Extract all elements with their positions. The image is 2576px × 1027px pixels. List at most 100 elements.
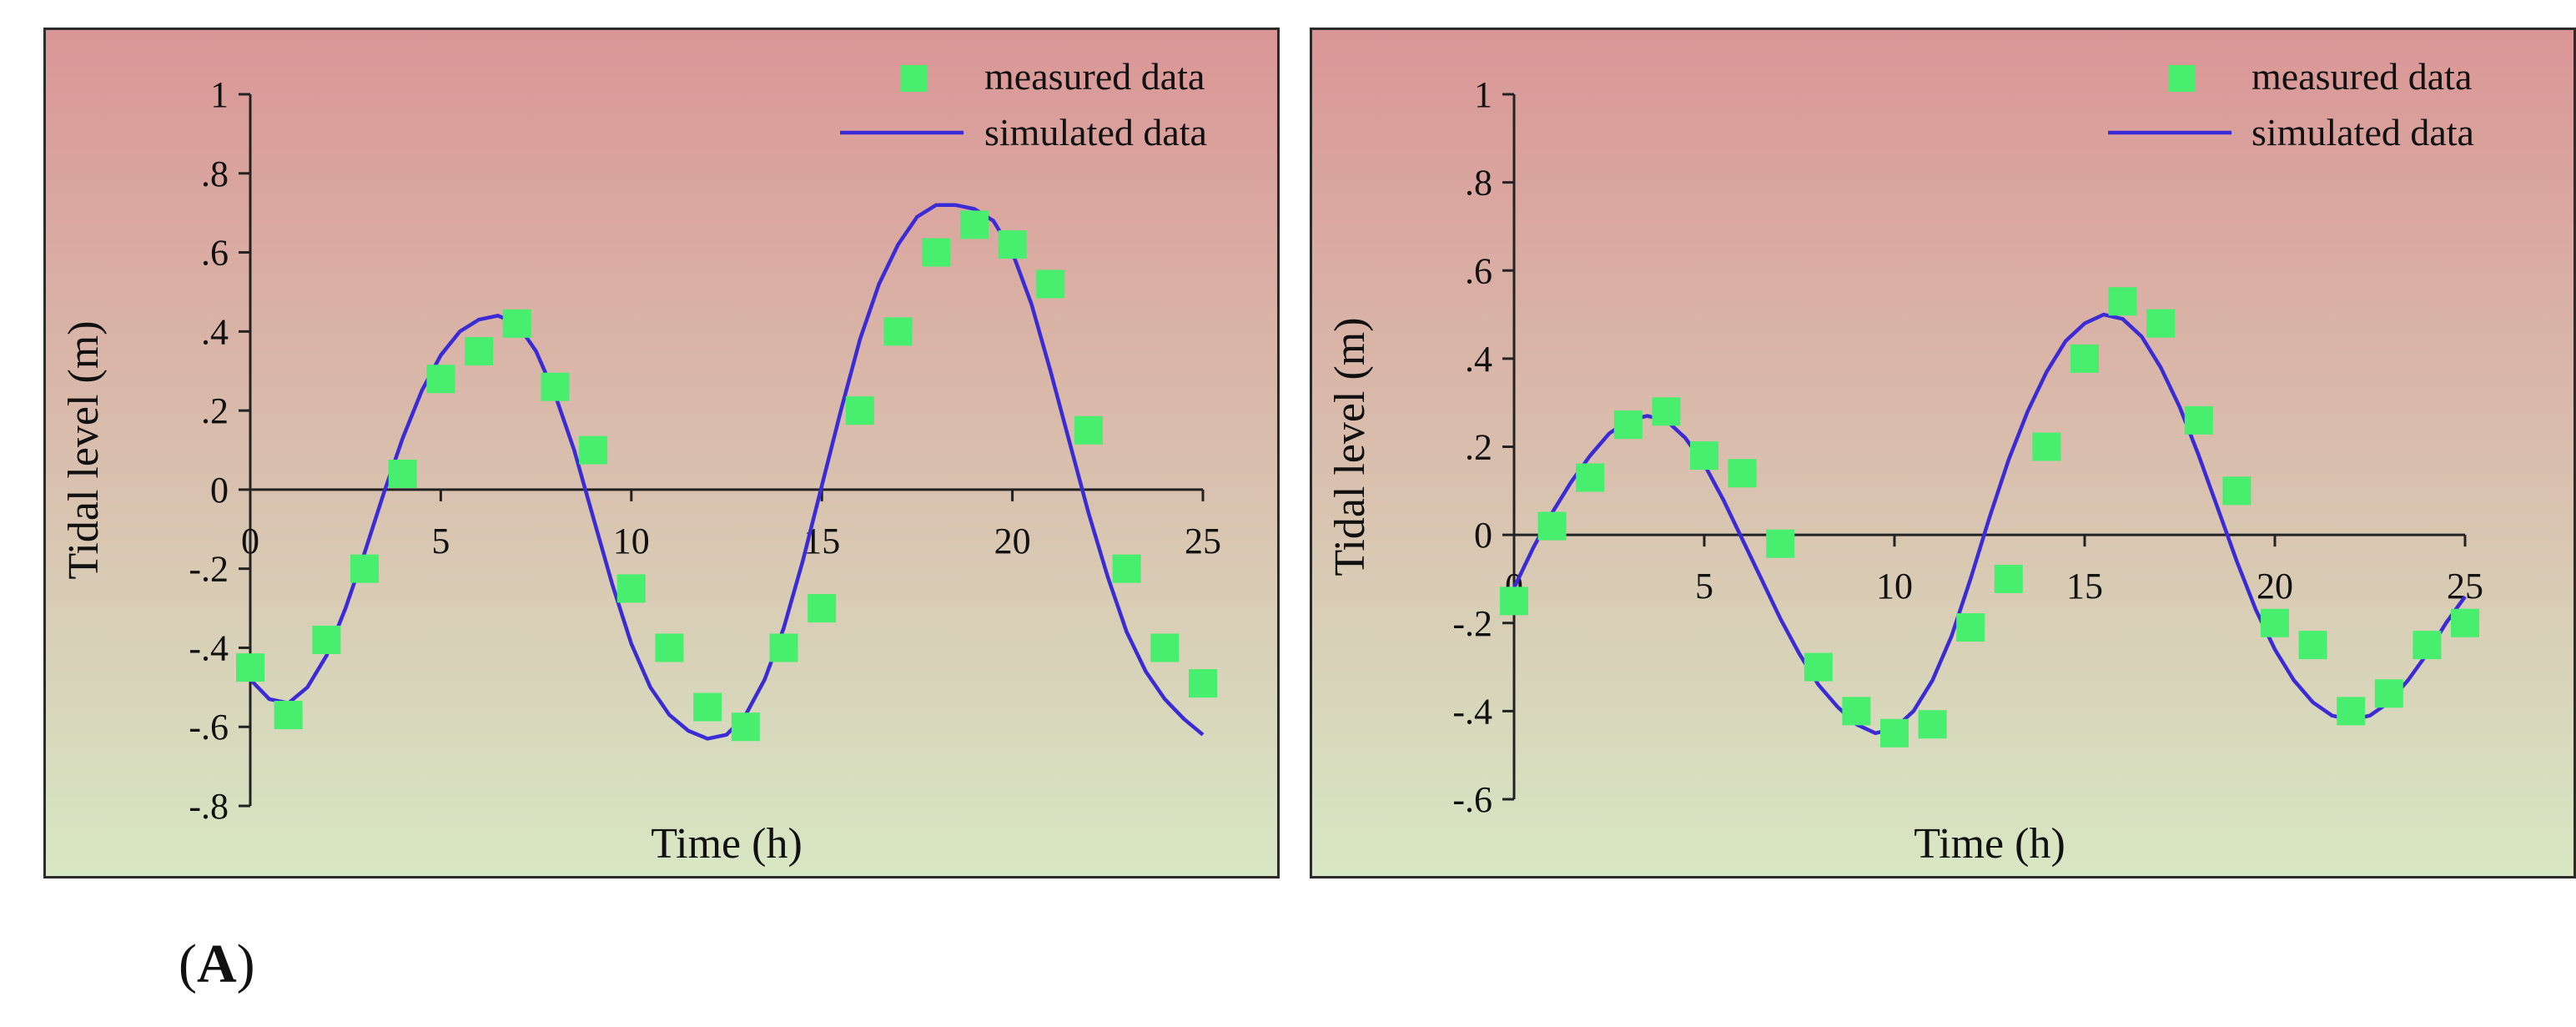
legend-label-measured: measured data — [2251, 55, 2472, 98]
measured-data-point — [1918, 710, 1947, 739]
measured-data-point — [616, 574, 646, 603]
y-tick-label: .2 — [201, 390, 229, 431]
x-tick-label: 0 — [241, 521, 259, 561]
simulated-data-line — [1512, 312, 2467, 736]
y-tick-label: .6 — [1465, 250, 1492, 291]
measured-data-point — [274, 701, 303, 730]
simulated-data-line — [249, 203, 1205, 741]
legend-label-measured: measured data — [984, 55, 1205, 98]
measured-data-point — [1500, 586, 1528, 616]
measured-data-point — [1074, 415, 1103, 445]
measured-data-point — [579, 435, 608, 465]
measured-data-point — [1189, 669, 1217, 698]
measured-data-point — [1994, 564, 2023, 593]
x-axis-title: Time (h) — [651, 820, 802, 868]
measured-data-point — [465, 337, 494, 366]
y-tick-label: -.6 — [1452, 779, 1492, 820]
measured-data-point — [731, 712, 760, 742]
chart-background — [46, 30, 1277, 876]
measured-data-point — [769, 633, 798, 662]
y-tick-label: 1 — [1474, 74, 1492, 115]
y-tick-label: -.2 — [189, 549, 229, 590]
figure-label: (A) — [179, 934, 255, 994]
y-tick-label: .4 — [201, 311, 229, 352]
measured-data-point — [1576, 463, 1605, 492]
x-tick-label: 20 — [994, 521, 1031, 561]
measured-data-point — [1956, 613, 1985, 642]
x-tick-label: 25 — [1185, 521, 1221, 561]
legend-label-simulated: simulated data — [2251, 111, 2474, 154]
x-tick-label: 10 — [613, 521, 650, 561]
y-tick-label: .6 — [201, 233, 229, 274]
legend-label-simulated: simulated data — [984, 111, 1207, 154]
y-axis-title: Tidal level (m) — [60, 320, 108, 579]
measured-data-point — [2374, 679, 2403, 708]
measured-data-point — [1537, 511, 1567, 541]
measured-data-point — [1842, 697, 1871, 726]
x-tick-label: 15 — [2066, 566, 2103, 607]
x-tick-label: 20 — [2257, 566, 2293, 607]
measured-data-point — [1613, 410, 1643, 440]
measured-data-point — [350, 554, 380, 583]
chart-panel-left: 1.8.6.4.2 0 -.2 -.4 -.6 -.8 0 5 10 15 20 25 Time (h)… — [43, 28, 1280, 878]
measured-data-point — [1112, 554, 1141, 583]
measured-data-point — [1652, 397, 1681, 426]
x-axis-title: Time (h) — [1914, 820, 2065, 868]
measured-data-point — [1690, 441, 1718, 471]
y-tick-label: -.6 — [189, 707, 229, 748]
y-tick-label: -.4 — [1452, 691, 1492, 732]
measured-data-point — [693, 692, 722, 722]
measured-data-point — [502, 309, 531, 338]
y-tick-label: -.4 — [189, 627, 229, 668]
measured-data-point — [808, 594, 837, 623]
x-tick-label: 5 — [431, 521, 450, 561]
measured-data-point — [1728, 459, 1757, 488]
measured-data-point — [2298, 631, 2327, 660]
measured-data-point — [998, 230, 1027, 259]
measured-data-point — [655, 633, 684, 662]
measured-data-point — [2261, 608, 2289, 637]
measured-data-point — [2222, 476, 2251, 506]
measured-data-point — [2032, 432, 2061, 461]
measured-data-point — [541, 372, 570, 401]
y-tick-label: .8 — [201, 154, 229, 194]
x-tick-label: 10 — [1876, 566, 1913, 607]
measured-data-point — [1150, 633, 1180, 662]
measured-data-point — [2070, 344, 2099, 373]
legend-marker — [900, 65, 927, 92]
measured-data-point — [2184, 405, 2213, 435]
measured-data-point — [1880, 718, 1909, 748]
measured-data-point — [2337, 697, 2366, 726]
measured-data-point — [922, 238, 951, 267]
y-tick-label: .8 — [1465, 163, 1492, 204]
chart-panel-right: 1.8.6.4.2 0 -.2 -.4 -.6 0 5 10 15 20 25 Time (h) Tid… — [1310, 28, 2576, 878]
measured-data-point — [388, 459, 417, 488]
y-tick-label: .2 — [1465, 427, 1492, 468]
measured-data-point — [2412, 631, 2442, 660]
chart-background — [1312, 30, 2573, 876]
measured-data-point — [2451, 608, 2479, 637]
y-tick-label: .4 — [1465, 339, 1492, 380]
y-tick-label: 0 — [210, 470, 229, 511]
measured-data-point — [236, 653, 264, 682]
measured-data-point — [312, 625, 341, 654]
x-tick-label: 5 — [1695, 566, 1713, 607]
y-tick-label: -.8 — [189, 786, 229, 827]
measured-data-point — [959, 210, 989, 239]
y-tick-label: 0 — [1474, 515, 1492, 556]
y-tick-label: -.2 — [1452, 603, 1492, 644]
y-axis-title: Tidal level (m) — [1326, 317, 1374, 576]
x-tick-label: 25 — [2447, 566, 2483, 607]
legend-marker — [2168, 65, 2195, 92]
measured-data-point — [1766, 529, 1795, 558]
measured-data-point — [426, 365, 455, 394]
measured-data-point — [883, 317, 913, 346]
measured-data-point — [1036, 269, 1065, 299]
measured-data-point — [2108, 287, 2137, 316]
measured-data-point — [845, 396, 874, 425]
measured-data-point — [1804, 652, 1833, 682]
measured-data-point — [2146, 309, 2176, 338]
y-tick-label: 1 — [210, 74, 229, 115]
